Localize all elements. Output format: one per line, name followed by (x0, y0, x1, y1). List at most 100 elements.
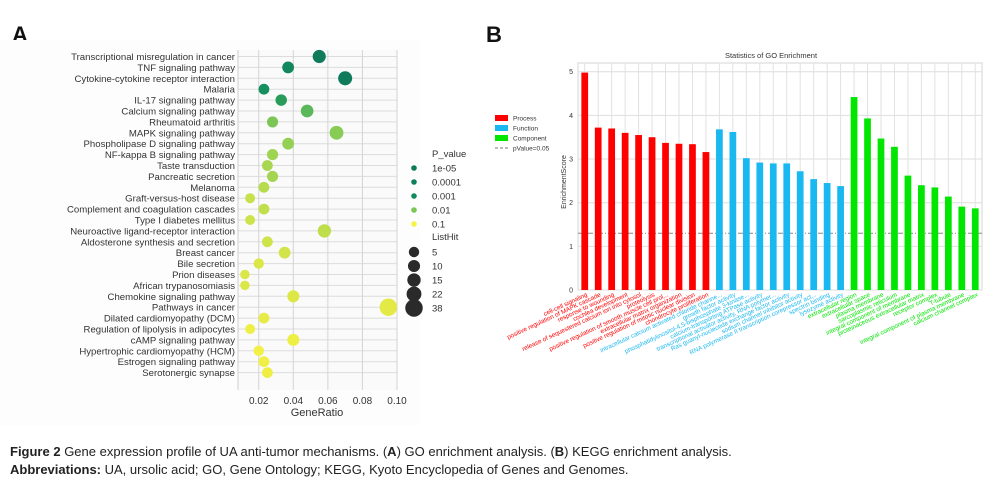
legend-marker-component (495, 135, 508, 141)
y-tick-label: Phospholipase D signaling pathway (84, 139, 236, 150)
data-point (240, 280, 250, 291)
legend-label-pvalue: 0.0001 (432, 178, 461, 189)
y-tick-label: Rheumatoid arthritis (149, 117, 235, 128)
bar (769, 163, 777, 290)
y-tick-label: Neuroactive ligand-receptor interaction (70, 226, 235, 237)
legend-marker-pvalue (411, 165, 417, 171)
legend-label: Process (513, 116, 537, 123)
y-tick-label: Hypertrophic cardiomyopathy (HCM) (79, 346, 235, 357)
bar (931, 187, 939, 290)
data-point (258, 203, 270, 215)
bar (716, 129, 723, 290)
bar (648, 137, 656, 290)
data-point (258, 312, 270, 324)
legend-marker-pvalue (411, 207, 417, 213)
data-point (312, 49, 326, 64)
legend-label-size: 10 (432, 262, 443, 273)
y-tick-label: 5 (569, 69, 573, 76)
legend-label: pValue=0.05 (513, 146, 550, 153)
bar (608, 128, 616, 290)
panel-b-label: B (486, 22, 502, 47)
data-point (266, 149, 279, 161)
y-tick-label: African trypanosomiasis (133, 281, 235, 292)
y-tick-label: Malaria (204, 85, 236, 96)
bar (689, 144, 696, 290)
bar (850, 97, 858, 290)
data-point (287, 333, 300, 346)
legend-marker-function (495, 125, 508, 131)
y-axis-labels-a: Transcriptional misregulation in cancerT… (67, 52, 236, 379)
dot-plot-chart: Transcriptional misregulation in cancerT… (0, 40, 466, 425)
y-tick-label: Pathways in cancer (152, 303, 236, 314)
legend-marker-process (495, 115, 508, 121)
bar (702, 152, 710, 290)
data-point (282, 61, 295, 74)
y-tick-label: 0 (569, 288, 573, 295)
y-tick-label: NF-kappa B signaling pathway (105, 150, 235, 161)
bar (864, 118, 871, 290)
data-point (282, 137, 295, 150)
y-tick-label: Calcium signaling pathway (121, 107, 235, 118)
bar (796, 171, 804, 290)
bar (756, 162, 764, 290)
bar (581, 72, 589, 290)
data-point (245, 193, 256, 204)
abbreviations-text: UA, ursolic acid; GO, Gene Ontology; KEG… (101, 462, 629, 477)
data-point (245, 215, 256, 225)
legend-title-pvalue: P_value (432, 149, 466, 160)
legend-b: Process Function Component pValue=0.05 (495, 115, 550, 153)
bar (904, 175, 912, 290)
bar (823, 183, 831, 290)
y-tick-label: Graft-versus-host disease (125, 194, 235, 205)
y-tick-label: MAPK signaling pathway (129, 128, 235, 139)
bar (891, 146, 898, 290)
y-tick-label: 4 (569, 113, 573, 120)
data-point (266, 170, 279, 182)
y-tick-label: Type I diabetes mellitus (135, 216, 235, 227)
bar (958, 206, 966, 290)
legend-marker-size (405, 299, 423, 317)
legend-marker-size (408, 246, 420, 258)
y-tick-label: Transcriptional misregulation in cancer (71, 52, 236, 63)
bar (675, 143, 683, 290)
legend-marker-pvalue (411, 221, 417, 227)
bar (837, 186, 844, 290)
x-tick-label: 0.08 (353, 396, 373, 407)
bar (783, 163, 791, 290)
figure-caption: Figure 2 Gene expression profile of UA a… (10, 444, 732, 459)
legend-label-pvalue: 0.001 (432, 192, 456, 203)
bar (662, 142, 669, 290)
bar (971, 208, 979, 290)
bar-chart: Statistics of GO Enrichment 0 1 2 3 4 5 Enric… (495, 51, 983, 357)
x-tick-label: 0.06 (318, 396, 338, 407)
y-tick-label: 3 (569, 157, 573, 164)
legend-label: Function (513, 126, 538, 133)
y-tick-label: 1 (569, 244, 573, 251)
caption-figure-label: Figure 2 (10, 444, 61, 459)
y-tick-label: Cytokine-cytokine receptor interaction (74, 74, 235, 85)
legend-marker-size (406, 286, 422, 302)
legend-label-pvalue: 0.01 (432, 206, 451, 217)
y-tick-label: Taste transduction (157, 161, 235, 172)
data-point (266, 116, 279, 128)
bar (621, 132, 629, 290)
x-axis-ticks-a: 0.02 0.04 0.06 0.08 0.10 (249, 396, 407, 407)
y-tick-label: 2 (569, 200, 573, 207)
y-axis-ticks-b: 0 1 2 3 4 5 (569, 69, 573, 294)
plot-area-b (577, 62, 983, 291)
caption-text-2: ) GO enrichment analysis. ( (396, 444, 555, 459)
y-tick-label: TNF signaling pathway (137, 63, 235, 74)
data-point (258, 181, 270, 193)
data-point (275, 94, 287, 106)
x-tick-label: 0.02 (249, 396, 269, 407)
legend-label-pvalue: 1e-05 (432, 164, 456, 175)
data-point (258, 356, 270, 368)
data-point (287, 290, 300, 303)
data-point (338, 71, 353, 86)
legend-marker-size (407, 259, 421, 273)
y-tick-label: Regulation of lipolysis in adipocytes (84, 325, 236, 336)
x-tick-label: 0.10 (387, 396, 407, 407)
data-point (245, 324, 256, 334)
